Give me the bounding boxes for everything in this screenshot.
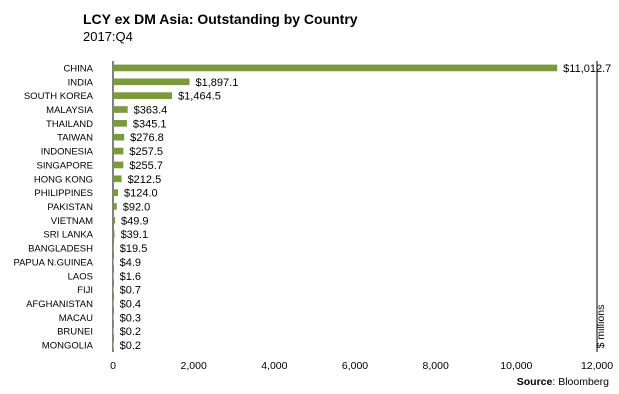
bar (113, 258, 114, 266)
value-label: $4.9 (120, 257, 141, 269)
category-label: BANGLADESH (28, 244, 93, 255)
bar (113, 217, 116, 224)
value-label: $92.0 (123, 202, 151, 214)
source-label: Source (516, 376, 553, 388)
category-label: FIJI (77, 285, 93, 296)
category-label: PAPUA N.GUINEA (13, 257, 93, 268)
value-label: $0.4 (120, 299, 141, 311)
value-label: $276.8 (130, 132, 164, 144)
value-label: $345.1 (133, 118, 167, 130)
bar (113, 161, 124, 169)
value-label: $212.5 (128, 174, 162, 186)
value-label: $1,897.1 (196, 77, 239, 89)
category-label: INDONESIA (41, 147, 94, 158)
category-label: BRUNEI (57, 327, 93, 338)
category-label: HONG KONG (34, 174, 93, 185)
value-label: $11,012.7 (563, 63, 611, 75)
bar (113, 272, 114, 280)
x-tick-label: 0 (110, 360, 116, 372)
value-label: $124.0 (124, 188, 158, 200)
value-label: $0.7 (120, 285, 141, 297)
category-label: VIETNAM (51, 216, 93, 227)
x-tick-label: 12,000 (581, 360, 613, 372)
source-note: Source: Bloomberg (517, 376, 609, 388)
bar (113, 92, 173, 99)
value-label: $1.6 (120, 271, 141, 283)
value-label: $257.5 (129, 146, 163, 158)
category-label: SRI LANKA (43, 230, 93, 241)
category-label: PHILIPPINES (34, 188, 93, 199)
y-axis-label: $ millions (595, 305, 607, 349)
bar (113, 175, 122, 183)
bar (113, 286, 114, 293)
x-tick-label: 2,000 (181, 360, 207, 372)
category-label: MONGOLIA (42, 341, 94, 352)
bar (113, 133, 125, 141)
x-tick-label: 6,000 (342, 360, 368, 372)
x-tick-label: 10,000 (500, 360, 532, 372)
value-label: $255.7 (129, 160, 163, 172)
bar (113, 64, 558, 72)
x-tick-label: 4,000 (261, 360, 287, 372)
value-label: $0.2 (120, 340, 141, 352)
bar (113, 244, 114, 252)
value-label: $0.3 (120, 312, 141, 324)
value-label: $19.5 (120, 243, 148, 255)
bar (113, 106, 128, 113)
bar (113, 120, 127, 127)
bar (113, 327, 114, 335)
bar (113, 78, 190, 86)
source-value: : Bloomberg (552, 376, 609, 388)
x-tick-label: 8,000 (423, 360, 449, 372)
bar (113, 314, 114, 321)
bar (113, 230, 115, 238)
chart-subtitle: 2017:Q4 (83, 29, 133, 44)
category-label: MALAYSIA (46, 105, 93, 116)
category-label: SINGAPORE (37, 160, 94, 171)
category-label: SOUTH KOREA (24, 91, 94, 102)
category-label: THAILAND (46, 119, 93, 130)
category-label: MACAU (59, 313, 93, 324)
category-label: INDIA (68, 77, 94, 88)
category-label: TAIWAN (57, 133, 93, 144)
category-label: CHINA (63, 63, 93, 74)
bar (113, 203, 117, 210)
category-label: PAKISTAN (47, 202, 93, 213)
bar (113, 300, 114, 307)
bar (113, 341, 114, 349)
chart-title: LCY ex DM Asia: Outstanding by Country (83, 11, 358, 27)
category-label: LAOS (68, 271, 93, 282)
value-label: $1,464.5 (178, 91, 221, 103)
value-label: $49.9 (121, 215, 149, 227)
value-label: $0.2 (120, 326, 141, 338)
value-label: $39.1 (121, 229, 149, 241)
bar (113, 147, 124, 155)
category-label: AFGHANISTAN (26, 299, 93, 310)
bar (113, 189, 119, 196)
value-label: $363.4 (134, 105, 168, 117)
